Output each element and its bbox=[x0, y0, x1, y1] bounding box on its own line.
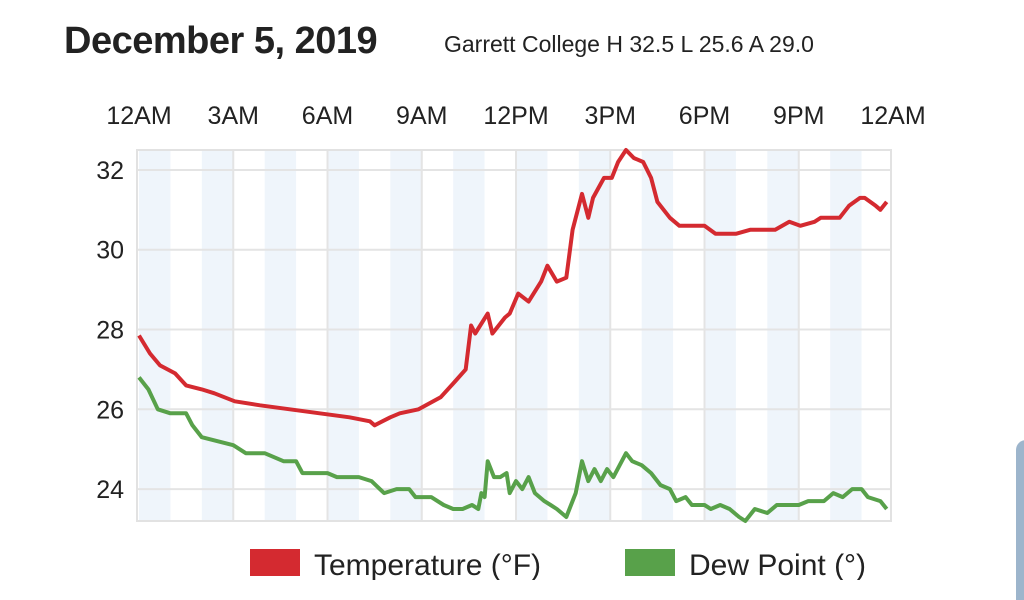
side-panel-handle[interactable] bbox=[1016, 440, 1024, 600]
x-tick-label: 6PM bbox=[679, 102, 730, 130]
hour-band bbox=[139, 150, 171, 521]
hour-band bbox=[516, 150, 548, 521]
chart: 12AM 3AM 6AM 9AM 12PM 3PM 6PM 9PM 12AM 24 26 28 30 3… bbox=[96, 102, 925, 580]
y-tick-label: 28 bbox=[96, 317, 124, 345]
series-line-dew-point bbox=[137, 376, 889, 523]
series-lines bbox=[137, 148, 889, 523]
x-tick-label: 12AM bbox=[106, 102, 171, 130]
hour-band bbox=[704, 150, 736, 521]
chart-title: December 5, 2019 bbox=[64, 20, 378, 62]
x-tick-label: 12AM bbox=[860, 102, 925, 130]
legend-item[interactable]: Dew Point (°) bbox=[625, 549, 866, 580]
hour-band bbox=[264, 150, 297, 521]
plot-border bbox=[136, 149, 892, 522]
hour-band bbox=[201, 150, 234, 521]
legend: Temperature (°F) Dew Point (°) bbox=[250, 549, 866, 580]
series-line-temperature bbox=[137, 148, 889, 428]
hour-band bbox=[578, 150, 611, 521]
x-tick-label: 3AM bbox=[208, 102, 259, 130]
x-tick-label: 9AM bbox=[396, 102, 447, 130]
gridlines bbox=[137, 150, 891, 521]
y-tick-label: 32 bbox=[96, 157, 124, 185]
hour-band bbox=[390, 150, 422, 521]
y-axis-labels: 24 26 28 30 32 bbox=[96, 157, 124, 504]
hour-band bbox=[767, 150, 799, 521]
hour-band bbox=[641, 150, 674, 521]
x-axis-labels: 12AM 3AM 6AM 9AM 12PM 3PM 6PM 9PM 12AM bbox=[106, 102, 925, 130]
hour-band bbox=[327, 150, 359, 521]
legend-swatch bbox=[625, 549, 675, 576]
legend-item[interactable]: Temperature (°F) bbox=[250, 549, 541, 580]
y-tick-label: 26 bbox=[96, 396, 124, 424]
y-tick-label: 30 bbox=[96, 237, 124, 265]
hour-band bbox=[830, 150, 862, 521]
legend-label: Dew Point (°) bbox=[689, 549, 866, 580]
y-tick-label: 24 bbox=[96, 476, 124, 504]
x-tick-label: 3PM bbox=[585, 102, 636, 130]
x-tick-label: 9PM bbox=[773, 102, 824, 130]
hour-bands bbox=[139, 150, 862, 521]
chart-subtitle: Garrett College H 32.5 L 25.6 A 29.0 bbox=[444, 31, 814, 57]
x-tick-label: 12PM bbox=[483, 102, 548, 130]
x-tick-label: 6AM bbox=[302, 102, 353, 130]
legend-swatch bbox=[250, 549, 300, 576]
legend-label: Temperature (°F) bbox=[314, 549, 541, 580]
